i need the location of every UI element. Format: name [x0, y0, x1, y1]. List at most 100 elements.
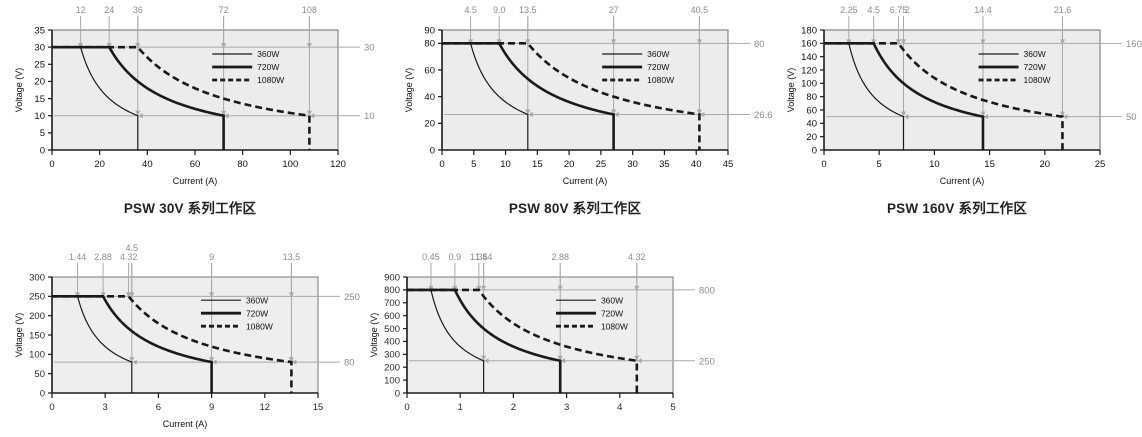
svg-text:720W: 720W — [601, 308, 623, 318]
svg-text:500: 500 — [384, 324, 400, 335]
svg-text:0: 0 — [821, 159, 826, 170]
svg-text:1080W: 1080W — [1024, 75, 1051, 85]
chart-psw-80v: 0 20 40 60 80 90 0 5 10 15 20 25 30 35 40 45 Current (A)… — [390, 2, 773, 192]
svg-text:300: 300 — [29, 272, 45, 283]
chart-title-psw-160v: PSW 160V 系列工作区 — [886, 201, 1028, 216]
svg-text:1080W: 1080W — [246, 321, 273, 331]
svg-text:720W: 720W — [257, 62, 279, 72]
svg-text:100: 100 — [282, 159, 298, 170]
svg-text:180: 180 — [801, 25, 817, 36]
svg-text:1: 1 — [458, 402, 463, 413]
svg-text:0: 0 — [812, 145, 817, 156]
svg-text:Current (A): Current (A) — [163, 419, 208, 429]
svg-text:80: 80 — [237, 159, 248, 170]
chart-psw-800v: 0 100 200 300 400 500 600 700 800 900 0 1 2 3 4 5 Voltag… — [355, 245, 725, 435]
svg-text:45: 45 — [723, 159, 734, 170]
svg-text:80: 80 — [806, 92, 817, 103]
svg-text:20: 20 — [564, 159, 575, 170]
svg-text:72: 72 — [219, 5, 229, 15]
svg-text:21.6: 21.6 — [1054, 5, 1072, 15]
chart-title-psw-30v: PSW 30V 系列工作区 — [123, 201, 257, 216]
svg-text:120: 120 — [330, 159, 346, 170]
svg-text:100: 100 — [384, 375, 400, 386]
svg-text:300: 300 — [384, 350, 400, 361]
svg-text:20: 20 — [424, 119, 435, 130]
svg-text:0: 0 — [40, 145, 45, 156]
svg-text:360W: 360W — [257, 49, 279, 59]
svg-text:9.0: 9.0 — [493, 5, 506, 15]
svg-text:0.9: 0.9 — [449, 252, 462, 262]
svg-text:5: 5 — [40, 128, 45, 139]
svg-text:2: 2 — [511, 402, 516, 413]
svg-text:9: 9 — [209, 252, 214, 262]
svg-text:7.2: 7.2 — [897, 5, 910, 15]
svg-text:800: 800 — [384, 285, 400, 296]
svg-text:15: 15 — [313, 402, 324, 413]
svg-text:30: 30 — [364, 43, 375, 54]
svg-text:160: 160 — [1126, 39, 1142, 50]
svg-text:10: 10 — [364, 111, 375, 122]
svg-text:26.6: 26.6 — [754, 110, 773, 121]
svg-text:6.75: 6.75 — [890, 5, 908, 15]
svg-text:0.45: 0.45 — [422, 252, 440, 262]
svg-text:35: 35 — [659, 159, 670, 170]
svg-text:4.32: 4.32 — [120, 252, 138, 262]
svg-text:Current (A): Current (A) — [940, 176, 985, 186]
svg-text:800: 800 — [699, 285, 715, 296]
svg-text:30: 30 — [34, 42, 45, 53]
svg-text:40: 40 — [691, 159, 702, 170]
svg-text:30: 30 — [627, 159, 638, 170]
svg-text:140: 140 — [801, 52, 817, 63]
svg-text:4: 4 — [617, 402, 622, 413]
svg-text:360W: 360W — [1024, 49, 1046, 59]
svg-text:2.88: 2.88 — [551, 252, 569, 262]
svg-text:10: 10 — [34, 111, 45, 122]
chart-psw-250v: 0 50 100 150 200 250 300 0 3 6 9 12 15 Current (A) Vol… — [0, 243, 370, 435]
svg-text:12: 12 — [76, 5, 86, 15]
svg-text:1.44: 1.44 — [69, 252, 87, 262]
svg-text:80: 80 — [754, 39, 765, 50]
svg-text:5: 5 — [670, 402, 675, 413]
svg-text:10: 10 — [500, 159, 511, 170]
svg-text:720W: 720W — [647, 62, 669, 72]
svg-text:400: 400 — [384, 337, 400, 348]
svg-text:0: 0 — [395, 388, 400, 399]
svg-text:0: 0 — [430, 145, 435, 156]
svg-text:15: 15 — [984, 159, 995, 170]
svg-text:60: 60 — [190, 159, 201, 170]
svg-text:0: 0 — [49, 402, 54, 413]
svg-text:0: 0 — [439, 159, 444, 170]
svg-text:100: 100 — [29, 350, 45, 361]
svg-text:3: 3 — [103, 402, 108, 413]
svg-text:40: 40 — [142, 159, 153, 170]
chart-psw-160v: 0 20 40 60 80 100 120 140 160 180 0 5 10 15 20 25 Curren… — [778, 2, 1142, 192]
svg-text:6: 6 — [156, 402, 161, 413]
svg-text:0: 0 — [40, 388, 45, 399]
svg-text:0: 0 — [404, 402, 409, 413]
svg-text:24: 24 — [104, 5, 114, 15]
svg-text:360W: 360W — [647, 49, 669, 59]
svg-text:0: 0 — [49, 159, 54, 170]
svg-text:9: 9 — [209, 402, 214, 413]
svg-text:60: 60 — [424, 65, 435, 76]
svg-text:25: 25 — [34, 60, 45, 71]
svg-text:25: 25 — [1095, 159, 1106, 170]
svg-text:720W: 720W — [1024, 62, 1046, 72]
svg-text:27: 27 — [609, 5, 619, 15]
svg-text:10: 10 — [929, 159, 940, 170]
svg-text:50: 50 — [1126, 112, 1137, 123]
svg-text:40: 40 — [806, 119, 817, 130]
svg-text:150: 150 — [29, 330, 45, 341]
svg-text:250: 250 — [699, 356, 715, 367]
svg-text:13.5: 13.5 — [283, 252, 301, 262]
svg-text:25: 25 — [596, 159, 607, 170]
svg-text:108: 108 — [302, 5, 317, 15]
svg-text:Current (A): Current (A) — [173, 176, 218, 186]
svg-text:900: 900 — [384, 272, 400, 283]
svg-text:160: 160 — [801, 39, 817, 50]
chart-psw-30v: 0 5 10 15 20 25 30 35 0 20 40 60 80 100 120 Current (A)… — [0, 2, 380, 192]
svg-text:1.44: 1.44 — [475, 252, 493, 262]
svg-text:Voltage (V): Voltage (V) — [369, 313, 379, 358]
svg-text:2.25: 2.25 — [840, 5, 858, 15]
svg-text:13.5: 13.5 — [519, 5, 537, 15]
